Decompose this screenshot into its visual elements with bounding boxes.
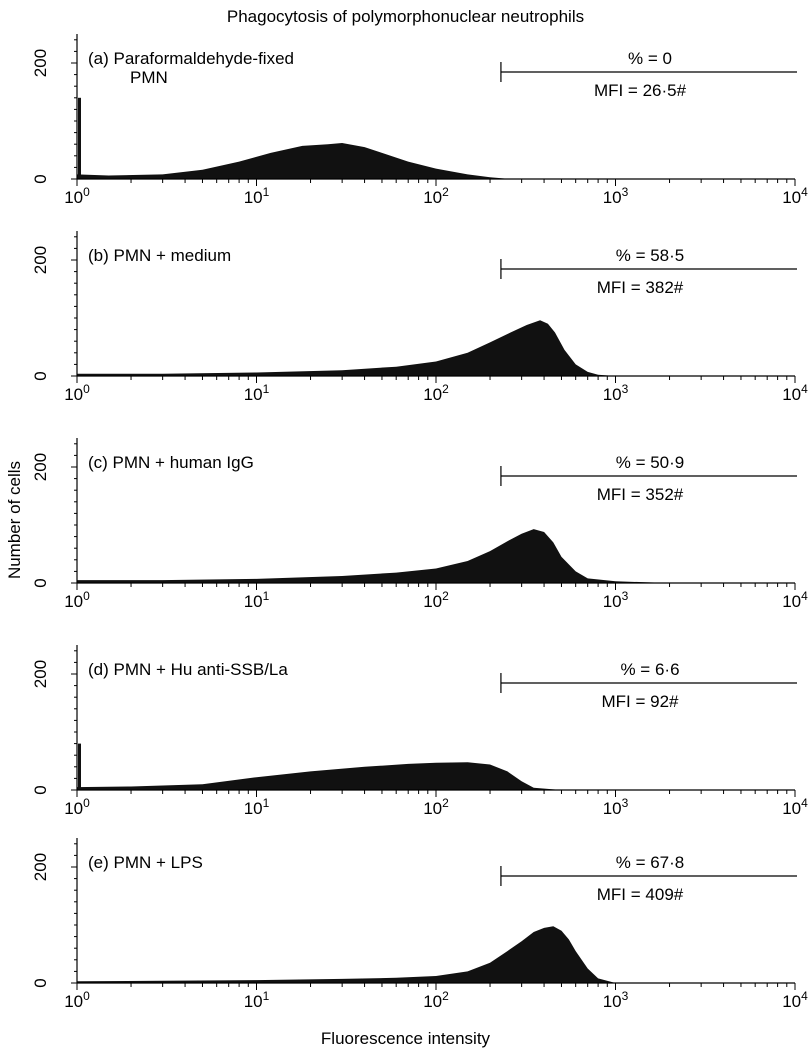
y-tick-label: 0 [31,174,50,183]
panel-label: (d) PMN + Hu anti-SSB/La [88,660,288,679]
y-tick-label: 0 [31,371,50,380]
x-tick-label: 103 [603,989,629,1011]
x-tick-label: 103 [603,185,629,207]
percent-annotation: % = 67·8 [616,853,685,872]
histogram-area [77,320,795,376]
percent-annotation: % = 0 [628,49,672,68]
x-tick-label: 100 [64,185,90,207]
x-tick-label: 100 [64,589,90,611]
panel-label: PMN [130,68,168,87]
percent-annotation: % = 50·9 [616,453,685,472]
panel-label: (c) PMN + human IgG [88,453,254,472]
mfi-annotation: MFI = 92# [601,692,679,711]
mfi-annotation: MFI = 352# [597,485,684,504]
x-tick-label: 102 [423,796,449,818]
histogram-panel-4: 0 200 100 101 102 103 104 (d) PMN + Hu anti-SSB… [31,645,808,818]
y-tick-label: 0 [31,578,50,587]
histogram-area [77,143,795,179]
panel-label: (e) PMN + LPS [88,853,203,872]
x-tick-label: 104 [782,989,808,1011]
mfi-annotation: MFI = 409# [597,885,684,904]
x-tick-label: 101 [244,589,270,611]
y-tick-label: 200 [31,660,50,688]
histogram-area [77,529,795,583]
y-tick-label: 0 [31,785,50,794]
x-tick-label: 102 [423,589,449,611]
histogram-panel-5: 0 200 100 101 102 103 104 (e) PMN + LPS % = 67·8… [31,838,808,1011]
x-tick-label: 101 [244,989,270,1011]
y-tick-label: 200 [31,453,50,481]
x-tick-label: 101 [244,185,270,207]
y-tick-label: 200 [31,49,50,77]
x-tick-label: 100 [64,382,90,404]
x-tick-label: 103 [603,382,629,404]
x-tick-label: 102 [423,185,449,207]
y-tick-label: 200 [31,246,50,274]
y-tick-label: 200 [31,853,50,881]
panel-label: (a) Paraformaldehyde-fixed [88,49,294,68]
edge-spike [78,743,81,790]
panel-label: (b) PMN + medium [88,246,231,265]
x-tick-label: 101 [244,382,270,404]
x-tick-label: 104 [782,589,808,611]
x-tick-label: 103 [603,589,629,611]
x-tick-label: 101 [244,796,270,818]
x-tick-label: 104 [782,796,808,818]
histogram-area [77,926,795,983]
histogram-panel-3: 0 200 100 101 102 103 104 (c) PMN + human IgG % … [31,438,808,611]
percent-annotation: % = 6·6 [620,660,679,679]
percent-annotation: % = 58·5 [616,246,685,265]
x-tick-label: 100 [64,989,90,1011]
mfi-annotation: MFI = 382# [597,278,684,297]
x-axis-label: Fluorescence intensity [320,1029,491,1048]
histogram-area [77,762,795,790]
x-tick-label: 102 [423,382,449,404]
x-tick-label: 102 [423,989,449,1011]
histogram-panel-2: 0 200 100 101 102 103 104 (b) PMN + medium % = 5… [31,231,808,404]
mfi-annotation: MFI = 26·5# [594,81,687,100]
y-tick-label: 0 [31,978,50,987]
histogram-panel-1: 0 200 100 101 102 103 104 (a) Paraformaldehyde-… [31,34,808,207]
x-tick-label: 103 [603,796,629,818]
x-tick-label: 104 [782,185,808,207]
figure-title: Phagocytosis of polymorphonuclear neutro… [226,7,585,26]
y-axis-label: Number of cells [5,460,24,580]
x-tick-label: 104 [782,382,808,404]
x-tick-label: 100 [64,796,90,818]
edge-spike [78,97,81,179]
